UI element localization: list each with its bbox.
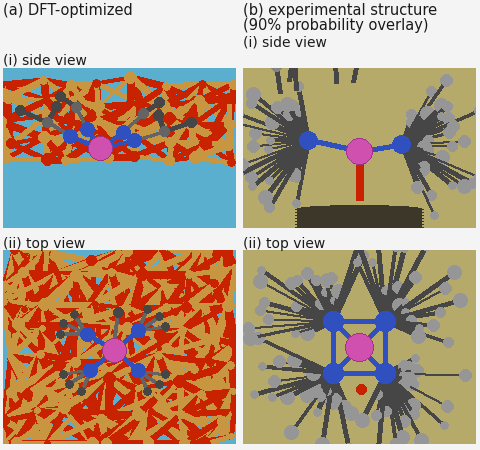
Text: (a) DFT-optimized: (a) DFT-optimized — [3, 3, 133, 18]
Text: (i) side view: (i) side view — [3, 54, 87, 68]
Text: (ii) top view: (ii) top view — [243, 237, 325, 251]
Text: (90% probability overlay): (90% probability overlay) — [243, 18, 429, 33]
Text: (ii) top view: (ii) top view — [3, 237, 85, 251]
Text: (b) experimental structure: (b) experimental structure — [243, 3, 437, 18]
Text: (i) side view: (i) side view — [243, 36, 327, 50]
